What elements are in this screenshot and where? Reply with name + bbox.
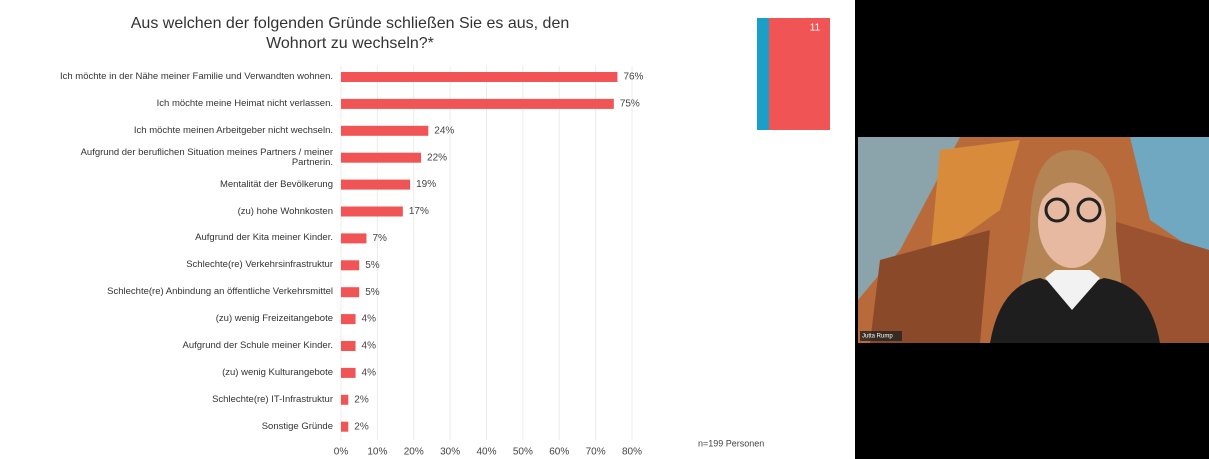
name-tag: [860, 331, 902, 341]
bar: [341, 72, 618, 82]
glasses: [1044, 197, 1070, 223]
slide-badge-strip: [757, 18, 769, 130]
bar: [341, 421, 349, 432]
x-tick-label: 70%: [586, 447, 606, 458]
value-label: 22%: [427, 152, 447, 163]
value-label: 2%: [354, 394, 369, 405]
value-label: 5%: [365, 260, 380, 271]
participant-name: Jutta Rump: [862, 334, 893, 340]
category-label: (zu) wenig Kulturangebote: [222, 366, 333, 378]
note: n=199 Personen: [698, 438, 764, 448]
category-label: Aufgrund der Schule meiner Kinder.: [182, 340, 333, 351]
bar: [341, 125, 429, 136]
bar: [341, 367, 356, 378]
category-label: Schlechte(re) IT-Infrastruktur: [212, 393, 333, 405]
glasses: [1076, 197, 1102, 223]
value-label: 19%: [416, 179, 436, 190]
category-label: Ich möchte meinen Arbeitgeber nicht wech…: [133, 124, 333, 136]
value-label: 4%: [362, 341, 377, 352]
value-label: 4%: [362, 368, 377, 379]
bar: [341, 314, 356, 325]
x-tick-label: 20%: [404, 447, 424, 458]
person-bangs: [1036, 170, 1108, 205]
x-tick-label: 10%: [367, 447, 387, 458]
x-tick-label: 30%: [440, 447, 460, 458]
value-label: 7%: [372, 233, 387, 244]
bar: [341, 287, 360, 298]
category-label: Schlechte(re) Verkehrsinfrastruktur: [186, 259, 333, 271]
value-label: 5%: [365, 287, 380, 298]
bar: [341, 394, 349, 405]
category-label: Aufgrund der Kita meiner Kinder.: [195, 232, 333, 244]
category-label: Ich möchte in der Nähe meiner Familie un…: [59, 71, 333, 82]
slide-number: 11: [810, 23, 821, 34]
value-label: 2%: [354, 421, 369, 432]
bar: [341, 179, 411, 190]
value-label: 24%: [434, 125, 454, 136]
slide-badge: [769, 18, 830, 130]
video-shape: [870, 230, 990, 343]
bar: [341, 98, 614, 109]
bar: [341, 341, 356, 351]
video-shape: [930, 140, 1020, 260]
category-label: (zu) hohe Wohnkosten: [237, 205, 333, 217]
value-label: 17%: [409, 206, 429, 217]
person-collar: [1045, 270, 1100, 310]
category-label: Ich möchte meine Heimat nicht verlassen.: [156, 97, 333, 109]
bar: [341, 152, 422, 163]
category-label: (zu) wenig Freizeitangebote: [215, 313, 333, 325]
chart-title: Aus welchen der folgenden Gründe schließ…: [130, 15, 570, 52]
person-body: [990, 278, 1160, 343]
x-tick-label: 60%: [549, 447, 569, 458]
category-label: Mentalität der Bevölkerung: [219, 178, 333, 190]
video-feed: Jutta Rump: [858, 137, 1209, 343]
x-tick-label: 50%: [513, 447, 533, 458]
value-label: 4%: [362, 314, 377, 325]
category-label: Schlechte(re) Anbindung an öffentliche V…: [107, 286, 333, 298]
bar: [341, 206, 403, 217]
x-tick-label: 0%: [334, 447, 349, 458]
category-label: Sonstige Gründe: [261, 420, 333, 432]
video-shape: [1130, 137, 1209, 260]
x-tick-label: 80%: [622, 447, 642, 458]
category-label: Aufgrund der beruflichen Situation meine…: [80, 146, 333, 168]
bar: [341, 260, 360, 271]
value-label: 75%: [620, 99, 640, 110]
value-label: 76%: [623, 72, 643, 83]
x-tick-label: 40%: [476, 447, 496, 458]
bar: [341, 233, 367, 244]
